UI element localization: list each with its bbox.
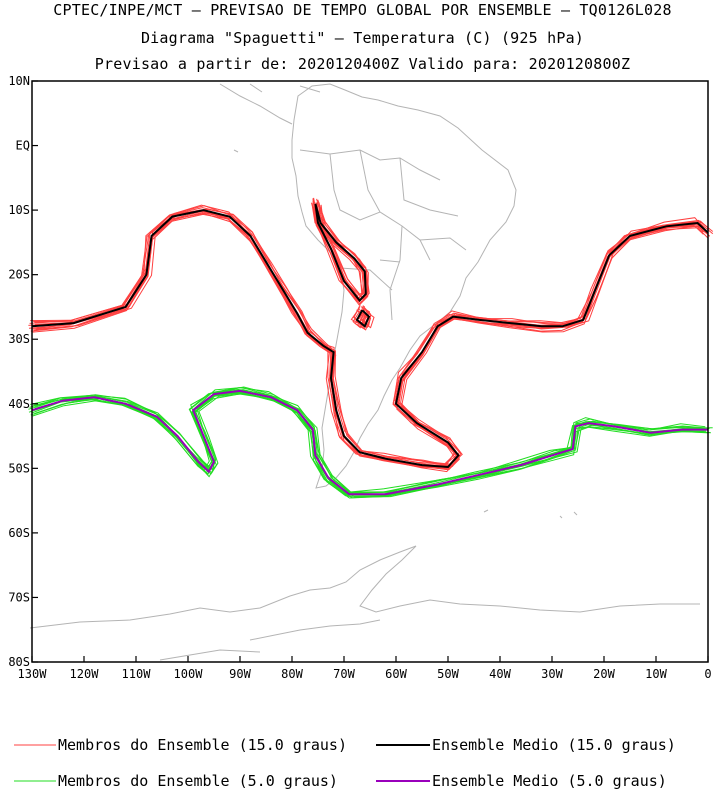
legend-label: Ensemble Medio (15.0 graus) bbox=[432, 736, 676, 754]
lon-label: 130W bbox=[18, 667, 48, 681]
lon-label: 80W bbox=[281, 667, 303, 681]
lat-label: 70S bbox=[8, 590, 30, 604]
member-cold bbox=[31, 392, 708, 497]
member-warm-andes bbox=[314, 204, 367, 303]
lon-label: 120W bbox=[70, 667, 100, 681]
contour-curves bbox=[28, 197, 714, 499]
member-warm bbox=[30, 213, 708, 473]
lon-label: 110W bbox=[122, 667, 152, 681]
title-line-3: Previsao a partir de: 2020120400Z Valido… bbox=[94, 55, 631, 73]
member-warm bbox=[28, 210, 704, 470]
lon-label: 20W bbox=[593, 667, 615, 681]
lon-label: 90W bbox=[229, 667, 251, 681]
country-borders bbox=[299, 149, 467, 321]
lon-label: 0 bbox=[704, 667, 711, 681]
lat-label: EQ bbox=[16, 139, 30, 153]
lat-label: 20S bbox=[8, 268, 30, 282]
coastlines bbox=[29, 83, 700, 661]
title-line-2: Diagrama "Spaguetti" – Temperatura (C) (… bbox=[140, 29, 585, 47]
lat-label: 10N bbox=[8, 74, 30, 88]
map-frame bbox=[31, 80, 709, 663]
member-warm-isle bbox=[361, 310, 375, 329]
central-america-coast bbox=[219, 83, 321, 125]
member-warm-isle bbox=[360, 305, 372, 327]
member-warm bbox=[34, 208, 710, 465]
antarctica-coast bbox=[29, 545, 700, 661]
lat-label: 10S bbox=[8, 203, 30, 217]
lat-label: 60S bbox=[8, 526, 30, 540]
lon-label: 70W bbox=[333, 667, 355, 681]
small-islands bbox=[233, 149, 578, 519]
lon-label: 40W bbox=[489, 667, 511, 681]
lat-label: 40S bbox=[8, 397, 30, 411]
lat-label: 30S bbox=[8, 332, 30, 346]
mean-warm-isle bbox=[355, 309, 371, 328]
mean-warm-andes bbox=[314, 203, 367, 303]
legend-label: Ensemble Medio (5.0 graus) bbox=[432, 772, 667, 790]
member-warm-andes bbox=[316, 199, 369, 301]
lon-label: 60W bbox=[385, 667, 407, 681]
lon-label: 50W bbox=[437, 667, 459, 681]
lat-label: 50S bbox=[8, 461, 30, 475]
mean-warm bbox=[31, 209, 709, 469]
lon-label: 10W bbox=[645, 667, 667, 681]
south-america-coast bbox=[291, 83, 517, 489]
legend-label: Membros do Ensemble (5.0 graus) bbox=[58, 772, 338, 790]
legend-label: Membros do Ensemble (15.0 graus) bbox=[58, 736, 347, 754]
title-line-1: CPTEC/INPE/MCT – PREVISAO DE TEMPO GLOBA… bbox=[53, 1, 672, 19]
mean-cold bbox=[31, 389, 708, 496]
member-cold bbox=[34, 386, 710, 494]
lon-label: 30W bbox=[541, 667, 563, 681]
lat-label: 80S bbox=[8, 655, 30, 669]
member-warm bbox=[31, 210, 708, 471]
lon-label: 100W bbox=[174, 667, 204, 681]
legend: Membros do Ensemble (15.0 graus) Ensemble… bbox=[14, 736, 676, 790]
